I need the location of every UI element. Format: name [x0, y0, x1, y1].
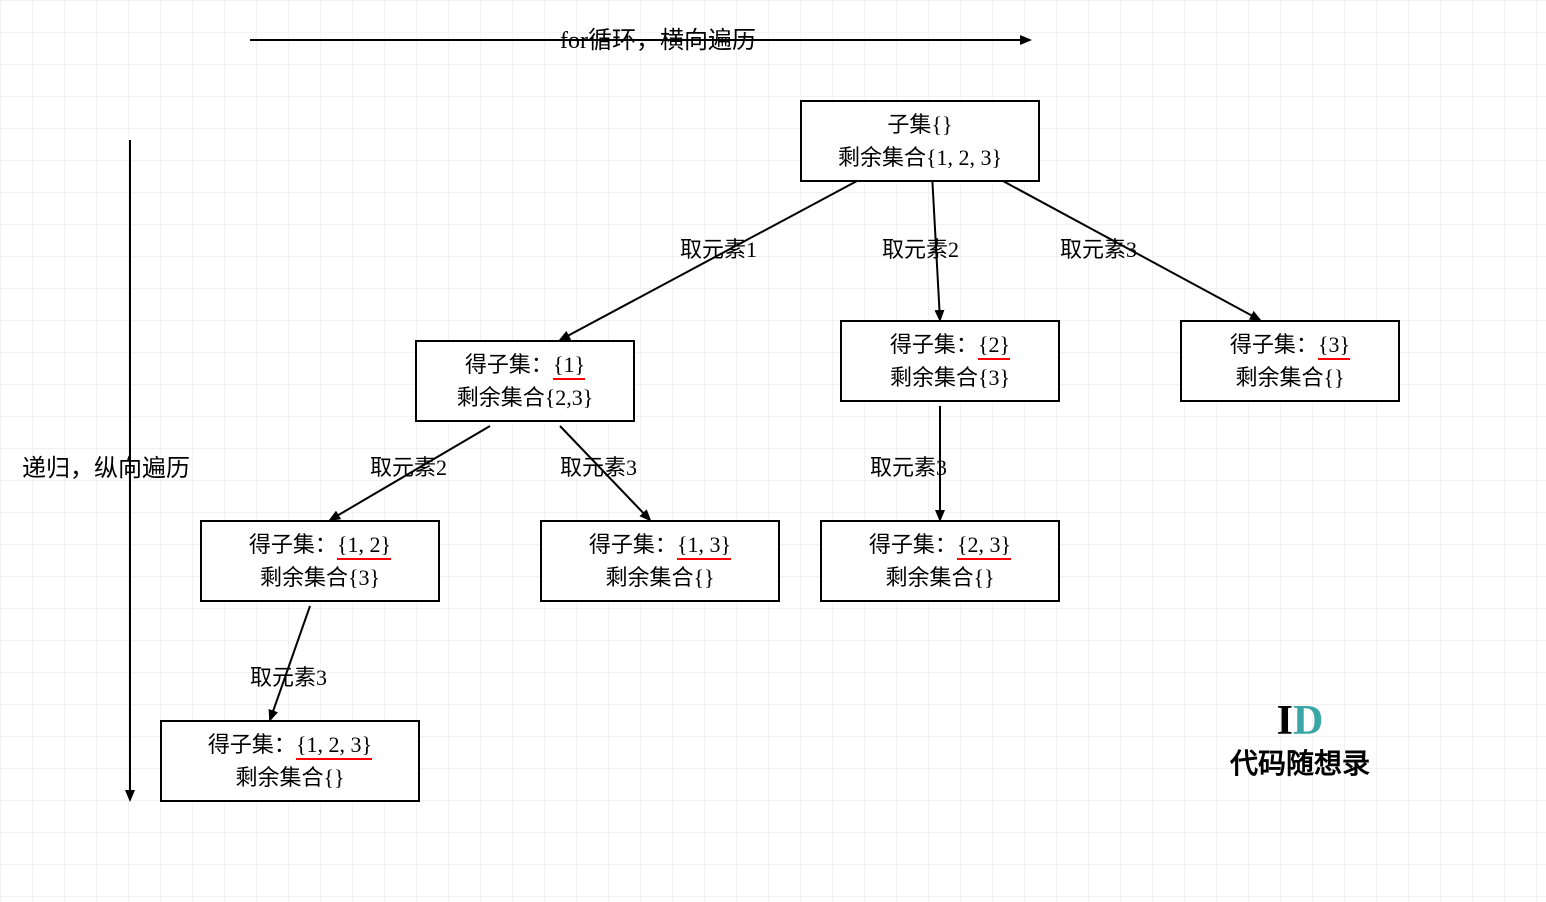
node-n3-prefix: 得子集： [1230, 332, 1318, 357]
node-root-line2: 剩余集合{1, 2, 3} [812, 141, 1028, 174]
node-n13-subset: {1, 3} [677, 532, 731, 560]
edge-label-n12-n123: 取元素3 [250, 660, 327, 692]
node-n123: 得子集：{1, 2, 3} 剩余集合{} [160, 720, 420, 802]
node-root: 子集{} 剩余集合{1, 2, 3} [800, 100, 1040, 182]
edge-label-root-n2: 取元素2 [882, 232, 959, 264]
node-n123-subset: {1, 2, 3} [296, 732, 372, 760]
node-n23-line2: 剩余集合{} [832, 561, 1048, 594]
node-n1-subset: {1} [553, 352, 585, 380]
node-n1-prefix: 得子集： [465, 352, 553, 377]
edge-label-n2-n23: 取元素3 [870, 450, 947, 482]
node-n2-line2: 剩余集合{3} [852, 361, 1048, 394]
node-n13: 得子集：{1, 3} 剩余集合{} [540, 520, 780, 602]
node-n23-subset: {2, 3} [957, 532, 1011, 560]
node-n13-prefix: 得子集： [589, 532, 677, 557]
watermark-logo-icon: ID [1230, 700, 1370, 742]
node-n1: 得子集：{1} 剩余集合{2,3} [415, 340, 635, 422]
watermark: ID 代码随想录 [1230, 700, 1370, 782]
node-n123-prefix: 得子集： [208, 732, 296, 757]
node-n2-subset: {2} [978, 332, 1010, 360]
node-n123-line2: 剩余集合{} [172, 761, 408, 794]
node-n3: 得子集：{3} 剩余集合{} [1180, 320, 1400, 402]
edge-label-root-n1: 取元素1 [680, 232, 757, 264]
edge-label-n1-n13: 取元素3 [560, 450, 637, 482]
node-root-suffix: {} [931, 112, 952, 137]
node-n23: 得子集：{2, 3} 剩余集合{} [820, 520, 1060, 602]
vertical-axis-label: 递归，纵向遍历 [22, 448, 190, 483]
node-n12-line2: 剩余集合{3} [212, 561, 428, 594]
node-n12-prefix: 得子集： [249, 532, 337, 557]
node-n2: 得子集：{2} 剩余集合{3} [840, 320, 1060, 402]
node-n1-line2: 剩余集合{2,3} [427, 381, 623, 414]
node-n12-subset: {1, 2} [337, 532, 391, 560]
node-root-prefix: 子集 [887, 112, 931, 137]
node-n3-subset: {3} [1318, 332, 1350, 360]
node-n23-prefix: 得子集： [869, 532, 957, 557]
edge-label-n1-n12: 取元素2 [370, 450, 447, 482]
node-n12: 得子集：{1, 2} 剩余集合{3} [200, 520, 440, 602]
horizontal-axis-label: for循环，横向遍历 [560, 20, 756, 55]
edge-label-root-n3: 取元素3 [1060, 232, 1137, 264]
node-n3-line2: 剩余集合{} [1192, 361, 1388, 394]
node-n2-prefix: 得子集： [890, 332, 978, 357]
watermark-text: 代码随想录 [1230, 742, 1370, 782]
node-n13-line2: 剩余集合{} [552, 561, 768, 594]
